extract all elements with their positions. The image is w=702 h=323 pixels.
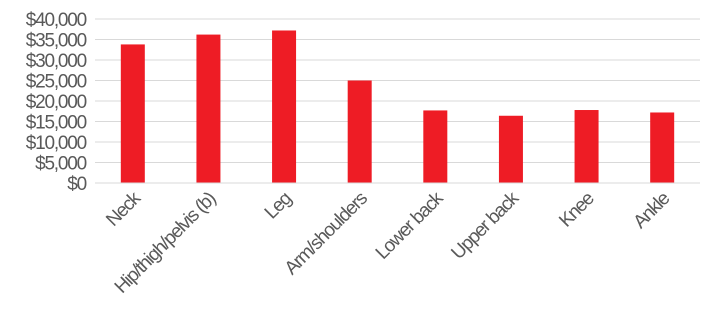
x-tick-label: Lower back	[372, 187, 448, 263]
bar	[347, 80, 372, 183]
bar	[120, 44, 145, 183]
y-tick-label: $35,000	[26, 31, 87, 52]
x-tick-label: Knee	[555, 188, 598, 231]
y-tick-label: $30,000	[26, 51, 87, 72]
y-tick-label: $10,000	[26, 133, 87, 154]
y-tick-label: $40,000	[26, 10, 87, 31]
y-tick-label: $25,000	[26, 72, 87, 93]
bar	[272, 30, 297, 184]
bar	[423, 110, 448, 183]
y-axis-ticks: $0$5,000$10,000$15,000$20,000$25,000$30,…	[26, 10, 88, 195]
x-tick-label: Neck	[102, 187, 145, 230]
x-tick-label: Ankle	[630, 188, 675, 233]
bars	[120, 30, 675, 184]
y-tick-label: $20,000	[26, 92, 87, 113]
bar	[650, 112, 675, 183]
x-tick-label: Leg	[261, 188, 296, 223]
y-tick-label: $0	[67, 174, 86, 195]
y-tick-label: $15,000	[26, 113, 87, 134]
bar	[574, 110, 599, 183]
y-tick-label: $5,000	[35, 154, 87, 175]
bar	[498, 115, 523, 183]
bar	[196, 34, 221, 183]
x-tick-label: Arm/shoulders	[281, 188, 372, 279]
x-tick-label: Upper back	[447, 187, 523, 263]
gridlines	[95, 18, 700, 163]
